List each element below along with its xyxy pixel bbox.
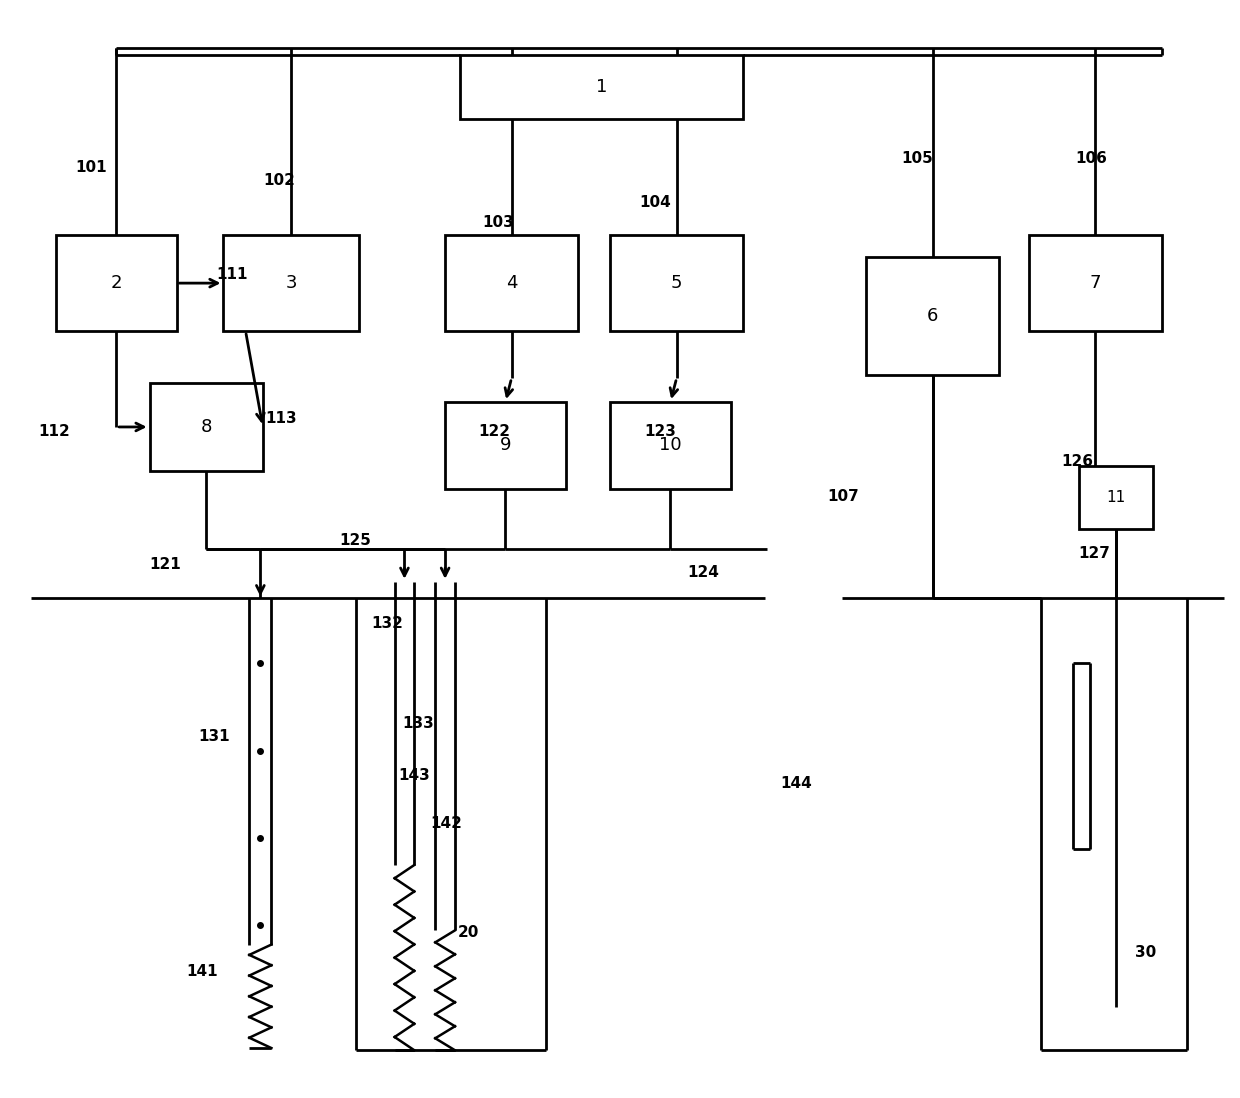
Bar [445,235,578,332]
Bar [56,235,176,332]
Text: 3: 3 [285,274,296,292]
Bar [867,257,999,374]
Text: 107: 107 [827,490,858,504]
Text: 141: 141 [186,964,218,979]
Text: 111: 111 [216,267,248,282]
Text: 6: 6 [928,306,939,325]
Bar [1029,235,1162,332]
Bar [610,402,730,489]
Text: 121: 121 [150,557,181,572]
Text: 122: 122 [479,424,511,439]
Text: 112: 112 [38,424,71,439]
Bar [223,235,358,332]
Text: 20: 20 [458,925,479,940]
Text: 5: 5 [671,274,682,292]
Text: 133: 133 [402,716,434,731]
Text: 124: 124 [688,565,719,581]
Text: 30: 30 [1135,944,1156,960]
Text: 1: 1 [596,78,608,96]
Text: 102: 102 [263,173,295,188]
Bar [1079,467,1153,529]
Text: 103: 103 [482,214,513,229]
Text: 8: 8 [201,418,212,436]
Bar [610,235,743,332]
Text: 7: 7 [1090,274,1101,292]
Text: 10: 10 [660,437,682,455]
Text: 9: 9 [500,437,511,455]
Bar [460,55,743,119]
Text: 113: 113 [265,411,296,426]
Bar [445,402,565,489]
Text: 11: 11 [1107,491,1126,505]
Text: 132: 132 [371,616,403,630]
Text: 104: 104 [640,195,671,210]
Text: 2: 2 [110,274,122,292]
Text: 125: 125 [340,533,371,548]
Text: 106: 106 [1076,152,1107,167]
Text: 131: 131 [198,729,231,744]
Bar [150,383,263,471]
Text: 142: 142 [430,816,463,831]
Text: 127: 127 [1078,546,1110,561]
Text: 105: 105 [900,152,932,167]
Text: 123: 123 [645,424,677,439]
Text: 143: 143 [398,769,430,783]
Text: 101: 101 [76,160,107,175]
Text: 126: 126 [1061,455,1092,469]
Text: 144: 144 [780,776,812,791]
Text: 4: 4 [506,274,517,292]
